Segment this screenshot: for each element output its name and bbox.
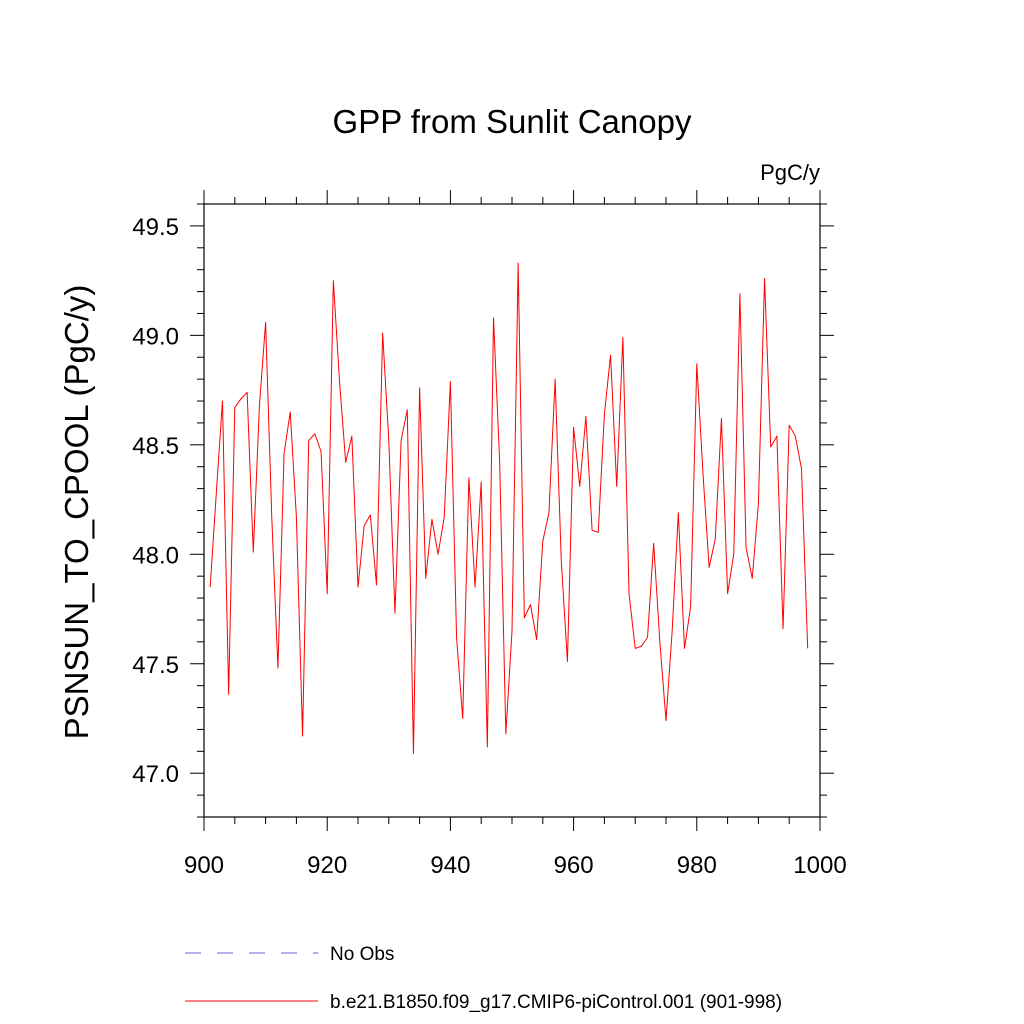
series-layer — [209, 262, 809, 755]
x-tick-label: 940 — [430, 852, 470, 879]
legend-label-model-run: b.e21.B1850.f09_g17.CMIP6-piControl.001 … — [330, 992, 782, 1013]
legend-label-no-obs: No Obs — [330, 944, 394, 965]
x-axis: 900 920 940 960 980 1000 — [184, 190, 847, 879]
x-tick-label: 900 — [184, 852, 224, 879]
x-tick-label: 980 — [677, 852, 717, 879]
x-tick-label: 960 — [554, 852, 594, 879]
y-tick-label: 48.0 — [132, 542, 179, 569]
y-tick-label: 49.0 — [132, 323, 179, 350]
x-tick-label: 920 — [307, 852, 347, 879]
series-line-1 — [209, 262, 809, 755]
y-tick-label: 48.5 — [132, 433, 179, 460]
chart-title: GPP from Sunlit Canopy — [333, 103, 692, 140]
y-axis: 47.0 47.5 48.0 48.5 49.0 49.5 — [132, 203, 834, 818]
units-label: PgC/y — [760, 160, 820, 185]
y-tick-label: 49.5 — [132, 214, 179, 241]
y-tick-label: 47.5 — [132, 652, 179, 679]
y-tick-label: 47.0 — [132, 761, 179, 788]
x-tick-label: 1000 — [793, 852, 846, 879]
y-axis-label: PSNSUN_TO_CPOOL (PgC/y) — [58, 285, 95, 740]
legend: No Obs b.e21.B1850.f09_g17.CMIP6-piContr… — [185, 944, 782, 1013]
